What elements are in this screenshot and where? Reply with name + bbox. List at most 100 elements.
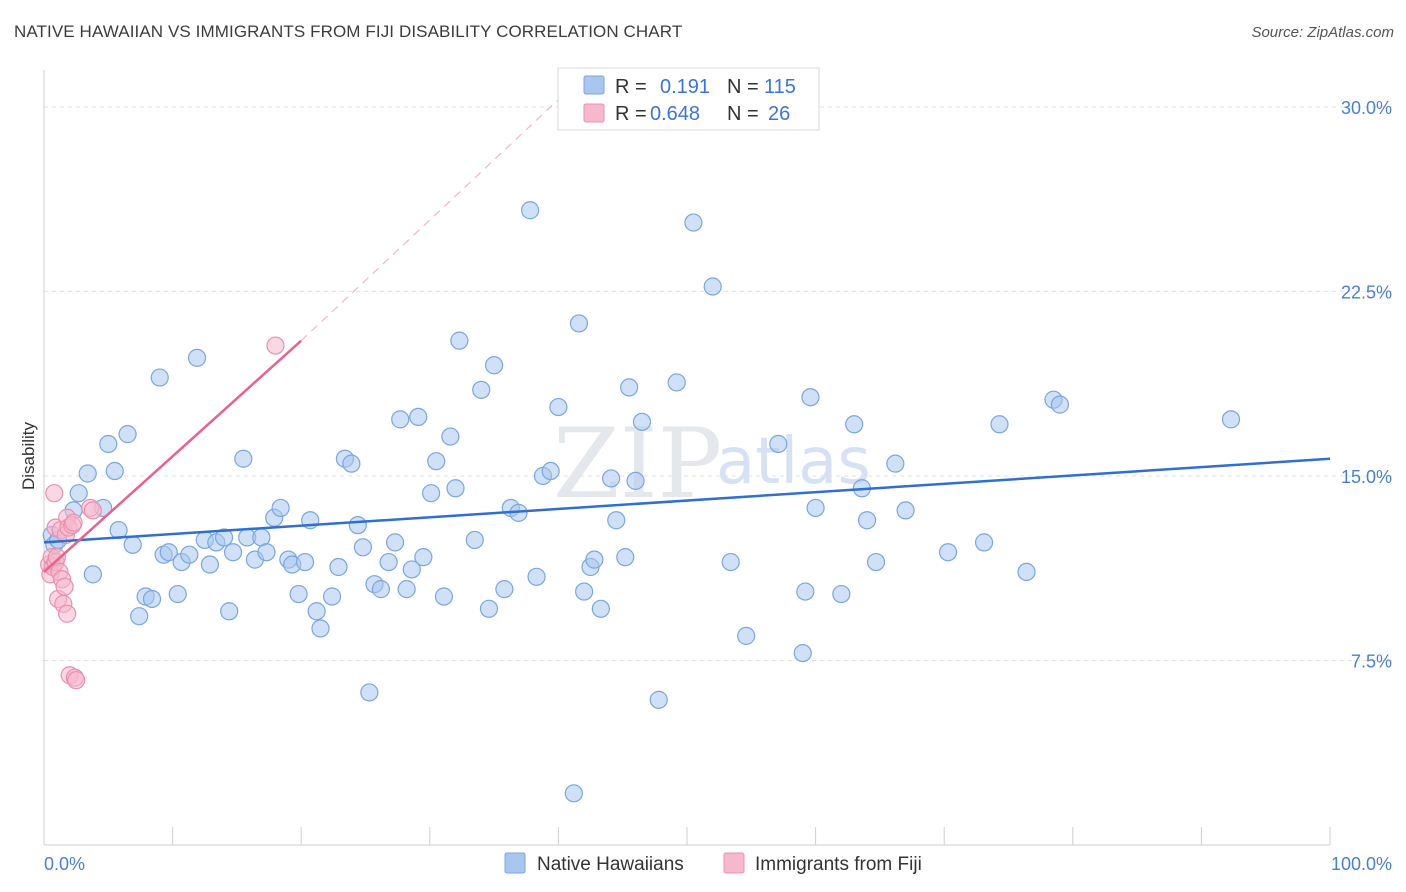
x-tick-labels: 0.0% 100.0% [44, 854, 1392, 874]
native-hawaiian-point [450, 331, 469, 350]
native-hawaiian-point [353, 538, 373, 557]
bottom-legend-label-blue: Native Hawaiians [537, 854, 684, 875]
native-hawaiian-point [427, 452, 446, 471]
gridlines [44, 106, 1392, 661]
native-hawaiian-point [234, 449, 253, 468]
native-hawaiian-point [974, 533, 994, 552]
native-hawaiian-point [342, 454, 361, 473]
y-tick-label: 7.5% [1351, 651, 1392, 671]
native-hawaiian-point [541, 461, 560, 481]
native-hawaiian-point [329, 557, 348, 577]
native-hawaiian-point [180, 545, 199, 564]
x-tick-label: 0.0% [44, 854, 85, 874]
native-hawaiian-point [472, 380, 491, 399]
native-hawaiian-point [620, 378, 639, 397]
native-hawaiian-point [348, 516, 367, 535]
legend-n-value-2: 26 [768, 103, 790, 125]
native-hawaiian-point [585, 550, 604, 569]
native-hawaiian-point [521, 201, 540, 220]
native-hawaiian-point [575, 582, 594, 601]
fiji-point [67, 671, 86, 690]
native-hawaiian-point [703, 277, 722, 296]
fiji-point [266, 336, 285, 355]
native-hawaiian-point [769, 434, 788, 454]
native-hawaiian-point [886, 454, 905, 473]
native-hawaiian-point [130, 607, 149, 626]
native-hawaiian-point [360, 683, 379, 702]
native-hawaiian-point [938, 543, 958, 562]
native-hawaiian-point [527, 567, 546, 586]
chart-title: NATIVE HAWAIIAN VS IMMIGRANTS FROM FIJI … [14, 22, 683, 41]
native-hawaiian-point [495, 580, 514, 599]
native-hawaiian-point [549, 397, 568, 417]
native-hawaiian-point [105, 461, 124, 481]
y-tick-labels: 7.5% 15.0% 22.5% 30.0% [1341, 98, 1392, 672]
x-tick-label: 100.0% [1331, 854, 1392, 874]
y-tick-label: 22.5% [1341, 282, 1392, 302]
native-hawaiian-point [866, 552, 886, 572]
legend-r-label-1: R = [615, 76, 647, 98]
native-hawaiian-point [684, 213, 703, 232]
native-hawaiian-point [159, 543, 178, 562]
native-hawaiian-point [801, 388, 820, 407]
legend-r-label-2: R = [615, 103, 647, 125]
native-hawaiian-point [845, 415, 864, 434]
fiji-point [55, 577, 74, 596]
native-hawaiian-point [307, 602, 326, 621]
native-hawaiian-point [397, 580, 416, 599]
native-hawaiian-point [78, 464, 97, 483]
source-label: Source: ZipAtlas.com [1251, 24, 1394, 41]
native-hawaiian-point [391, 410, 410, 429]
native-hawaiian-point [569, 314, 589, 333]
native-hawaiian-point [737, 626, 756, 645]
native-hawaiian-point [990, 415, 1009, 434]
native-hawaiian-point [220, 602, 239, 621]
trend-lines [43, 99, 1331, 573]
native-hawaiian-point [371, 580, 391, 599]
fiji-trend-extension [300, 99, 559, 342]
native-hawaiian-point [1050, 395, 1070, 414]
native-hawaiian-point [667, 373, 686, 392]
native-hawaiian-point [295, 552, 315, 572]
native-hawaiian-point [446, 479, 465, 498]
native-hawaiian-point [465, 530, 484, 550]
native-hawaiian-point [311, 619, 330, 638]
legend-r-value-1: 0.191 [660, 76, 710, 98]
native-hawaiian-point [69, 484, 88, 503]
native-hawaiian-point [414, 548, 433, 567]
native-hawaiian-point [857, 511, 877, 530]
native-hawaiian-point [479, 599, 499, 618]
native-hawaiian-point [257, 543, 276, 562]
native-hawaiian-point [83, 565, 102, 584]
native-hawaiian-point [385, 533, 405, 552]
fiji-point [58, 604, 77, 623]
bottom-legend-label-pink: Immigrants from Fiji [755, 854, 922, 875]
fiji-points [40, 336, 285, 690]
legend-n-value-1: 115 [764, 76, 796, 98]
native-hawaiian-point [118, 425, 137, 444]
native-hawaiian-point [289, 584, 308, 604]
legend-n-label-1: N = [727, 76, 759, 98]
fiji-trend-line [43, 339, 303, 573]
native-hawaiian-point [485, 356, 504, 375]
native-hawaiian-point [632, 412, 652, 431]
native-hawaiian-point [223, 543, 243, 562]
native-hawaiian-point [607, 511, 626, 530]
native-hawaiian-point [379, 552, 398, 572]
native-hawaiian-point [649, 690, 668, 709]
native-hawaiian-point [402, 560, 421, 579]
native-hawaiian-point [591, 599, 610, 618]
bottom-legend-swatch-pink [723, 852, 745, 874]
y-tick-label: 30.0% [1341, 98, 1392, 118]
native-hawaiian-point [1221, 410, 1241, 429]
native-hawaiian-point [721, 552, 740, 572]
native-hawaiian-point [602, 469, 621, 488]
native-hawaiian-point [214, 528, 234, 547]
native-hawaiian-point [626, 471, 645, 490]
native-hawaiian-point [896, 501, 915, 520]
fiji-point [47, 548, 66, 567]
native-hawaiian-point [142, 589, 162, 609]
native-hawaiian-point [150, 368, 169, 387]
native-hawaiian-point [271, 498, 290, 518]
